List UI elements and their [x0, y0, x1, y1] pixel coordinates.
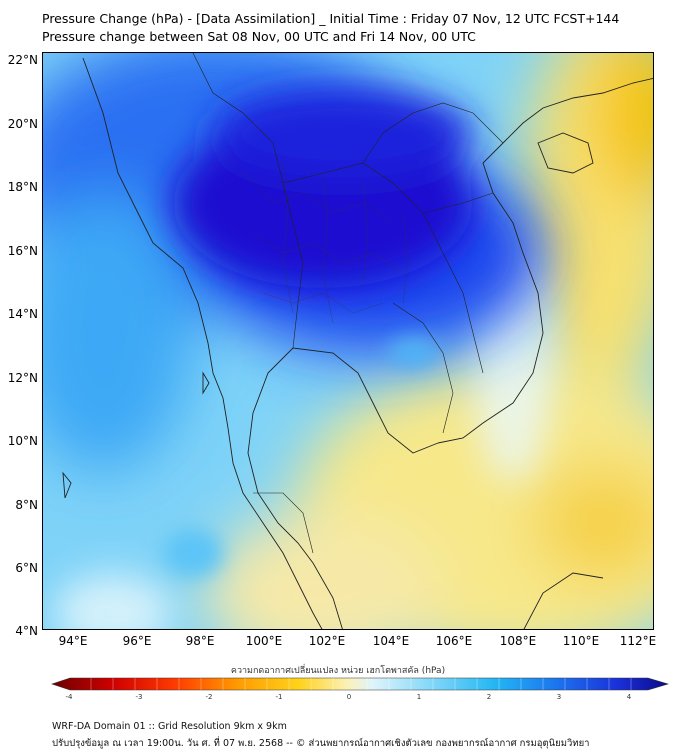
lon-label: 106°E: [435, 634, 473, 648]
lon-label: 104°E: [372, 634, 410, 648]
lat-label: 20°N: [7, 117, 38, 131]
colorbar: [51, 677, 670, 691]
lat-label: 12°N: [7, 371, 38, 385]
map-title: Pressure Change (hPa) - [Data Assimilati…: [42, 11, 620, 26]
lon-label: 108°E: [499, 634, 537, 648]
colorbar-tick-label: -1: [275, 693, 283, 701]
lat-label: 8°N: [15, 498, 38, 512]
lon-label: 96°E: [122, 634, 152, 648]
lon-label: 100°E: [245, 634, 283, 648]
lon-label: 112°E: [619, 634, 657, 648]
model-info: WRF-DA Domain 01 :: Grid Resolution 9km …: [52, 721, 287, 732]
lon-label: 98°E: [185, 634, 215, 648]
lat-label: 6°N: [15, 561, 38, 575]
lat-label: 18°N: [7, 180, 38, 194]
province-borders: [242, 162, 409, 324]
colorbar-tick-label: -4: [65, 693, 73, 701]
colorbar-tick-label: 4: [626, 693, 632, 701]
coastlines: [62, 57, 653, 629]
colorbar-title: ความกดอากาศเปลี่ยนแปลง หน่วย เฮกโตพาสคัล…: [230, 666, 446, 676]
colorbar-tick-label: -3: [135, 693, 143, 701]
lon-label: 94°E: [58, 634, 88, 648]
lat-label: 22°N: [7, 53, 38, 67]
credits: ปรับปรุงข้อมูล ณ เวลา 19:00น. วัน ศ. ที่…: [52, 738, 590, 749]
colorbar-tick-label: 3: [556, 693, 562, 701]
lat-label: 16°N: [7, 244, 38, 258]
colorbar-tick-label: 0: [346, 693, 352, 701]
colorbar-tick-label: -2: [205, 693, 213, 701]
lon-label: 110°E: [562, 634, 600, 648]
country-borders: [192, 53, 504, 554]
map-canvas: [43, 53, 653, 629]
lat-label: 4°N: [15, 624, 38, 638]
colorbar-tick-label: 1: [416, 693, 422, 701]
weak-negative-patches: [163, 338, 438, 578]
strong-negative-core: [173, 88, 473, 288]
lat-label: 14°N: [7, 307, 38, 321]
map-subtitle: Pressure change between Sat 08 Nov, 00 U…: [42, 29, 476, 44]
positive-change-region: [203, 53, 653, 629]
pressure-change-map: [42, 52, 654, 630]
lat-label: 10°N: [7, 434, 38, 448]
lon-label: 102°E: [308, 634, 346, 648]
colorbar-tick-label: 2: [486, 693, 492, 701]
